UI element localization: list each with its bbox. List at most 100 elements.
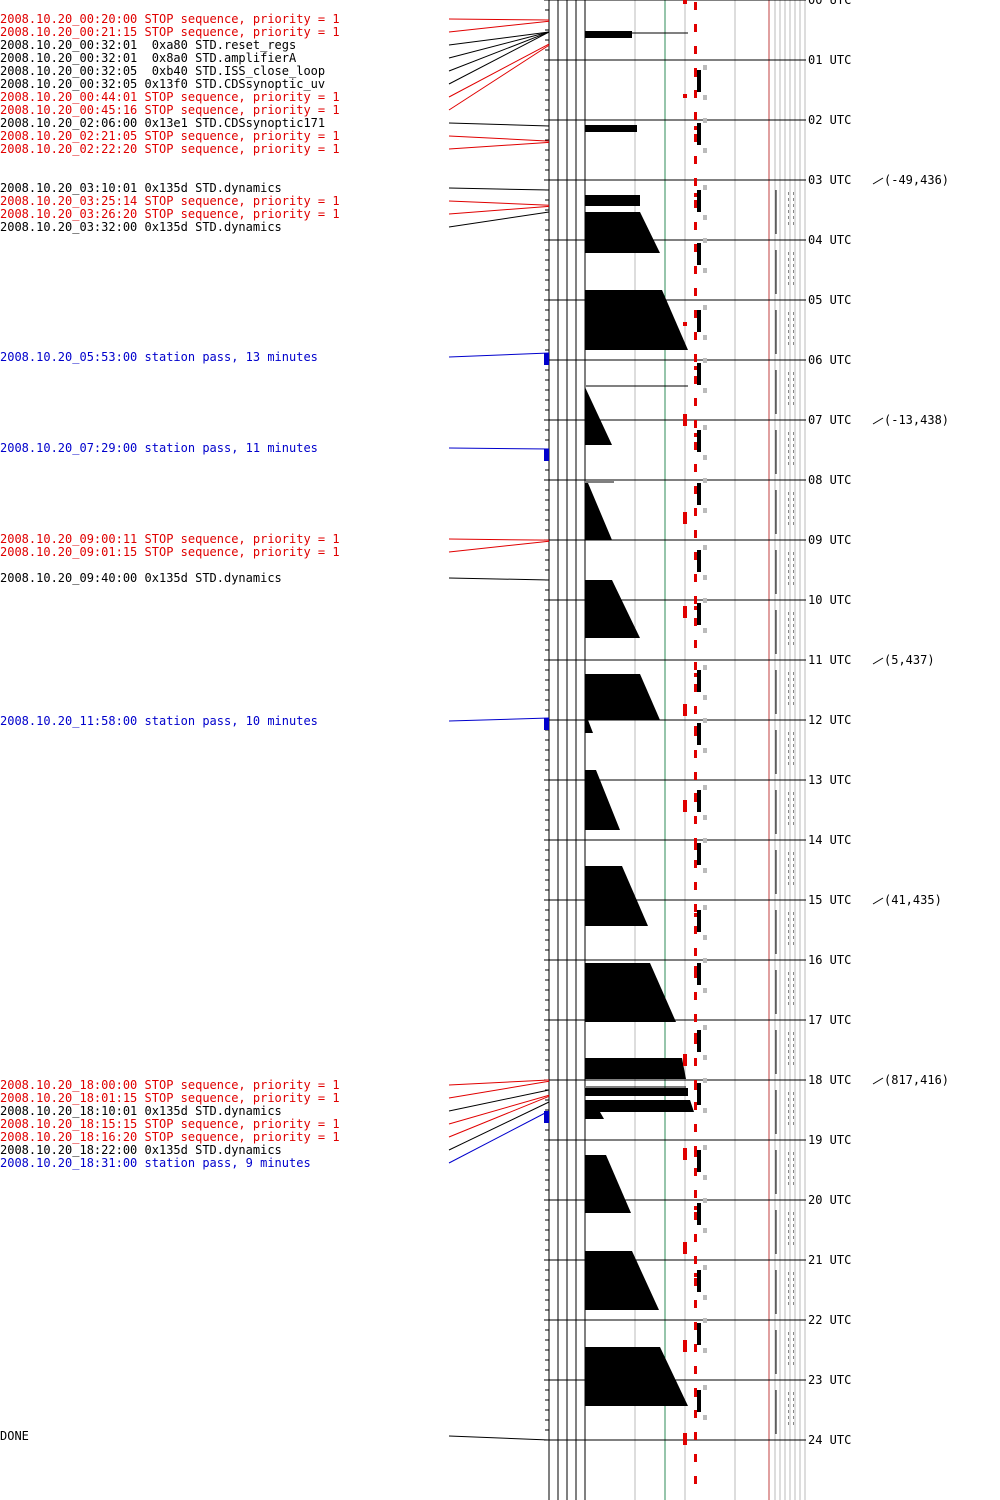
dot-mark — [793, 204, 794, 207]
dot-mark — [793, 1218, 794, 1221]
dot-mark — [788, 798, 789, 801]
hour-marker-red — [694, 553, 697, 557]
dot-mark — [793, 342, 794, 345]
red-marker — [683, 1148, 687, 1160]
dot-mark — [788, 750, 789, 753]
dot-mark — [793, 858, 794, 861]
dot-mark — [788, 1422, 789, 1425]
event-time: 2008.10.20_00:32:05 — [0, 77, 138, 91]
event-connector — [448, 1095, 550, 1138]
event-time: 2008.10.20_00:20:00 — [0, 12, 138, 26]
coordinate-pointer — [872, 897, 884, 905]
red-dash — [694, 1080, 697, 1088]
event-description: 0xa80 STD.reset_regs — [144, 38, 297, 52]
hour-marker-grey — [703, 118, 707, 123]
red-marker — [683, 512, 687, 524]
hour-label: 11 UTC — [808, 653, 852, 667]
dot-mark — [793, 762, 794, 765]
dot-mark — [793, 744, 794, 747]
red-dash — [694, 1454, 697, 1462]
dot-mark — [793, 696, 794, 699]
event-time: 2008.10.20_02:06:00 — [0, 116, 138, 130]
dot-mark — [788, 942, 789, 945]
event-connector — [448, 205, 550, 215]
dot-mark — [793, 612, 794, 615]
event-label: 2008.10.20_03:10:01 0x135d STD.dynamics — [0, 182, 282, 195]
event-time: 2008.10.20_18:22:00 — [0, 1143, 138, 1157]
dot-mark — [788, 1284, 789, 1287]
event-description: STOP sequence, priority = 1 — [144, 129, 340, 143]
dot-mark — [788, 1062, 789, 1065]
dot-mark — [793, 822, 794, 825]
dot-mark — [788, 336, 789, 339]
red-dash — [694, 1212, 697, 1220]
dot-mark — [793, 936, 794, 939]
activity-block — [585, 125, 637, 132]
dot-mark — [793, 864, 794, 867]
red-dash — [694, 530, 697, 538]
red-dash — [694, 970, 697, 978]
dot-mark — [788, 858, 789, 861]
coordinate-pointer — [872, 177, 884, 185]
dot-mark — [788, 1038, 789, 1041]
dot-mark — [788, 972, 789, 975]
dot-mark — [793, 912, 794, 915]
dot-mark — [793, 492, 794, 495]
event-label: 2008.10.20_18:10:01 0x135d STD.dynamics — [0, 1105, 282, 1118]
red-dash — [694, 178, 697, 186]
activity-block — [585, 720, 593, 733]
event-label: 2008.10.20_09:01:15 STOP sequence, prior… — [0, 546, 340, 559]
dot-mark — [793, 1092, 794, 1095]
red-dash — [694, 442, 697, 450]
dot-mark — [788, 1116, 789, 1119]
dot-mark — [793, 210, 794, 213]
red-dash — [694, 112, 697, 120]
hour-marker — [697, 790, 701, 812]
hour-marker-grey — [703, 1265, 707, 1270]
red-dash — [694, 1476, 697, 1484]
red-dash — [694, 90, 697, 98]
red-dash — [694, 596, 697, 604]
dot-mark — [793, 1182, 794, 1185]
dot-mark — [788, 312, 789, 315]
dot-mark — [793, 258, 794, 261]
dot-mark — [788, 684, 789, 687]
coordinate-pointer — [872, 1077, 884, 1085]
event-label: 2008.10.20_07:29:00 station pass, 11 min… — [0, 442, 318, 455]
dot-mark — [788, 192, 789, 195]
dot-mark — [793, 1176, 794, 1179]
event-time: 2008.10.20_09:01:15 — [0, 545, 138, 559]
dot-mark — [793, 570, 794, 573]
dot-mark — [788, 1170, 789, 1173]
hour-marker-grey — [703, 628, 707, 633]
dot-mark — [788, 1410, 789, 1413]
dot-mark — [788, 372, 789, 375]
event-label: 2008.10.20_03:32:00 0x135d STD.dynamics — [0, 221, 282, 234]
dot-mark — [793, 222, 794, 225]
activity-block — [585, 290, 688, 350]
red-marker — [683, 414, 687, 426]
hour-label: 01 UTC — [808, 53, 852, 67]
dot-mark — [788, 1362, 789, 1365]
dot-mark — [788, 1002, 789, 1005]
red-dash — [694, 1168, 697, 1176]
dot-mark — [793, 1284, 794, 1287]
activity-block — [585, 770, 620, 830]
event-time: 2008.10.20_02:22:20 — [0, 142, 138, 156]
event-connector — [448, 538, 550, 541]
dot-mark — [793, 1044, 794, 1047]
hour-marker-grey — [703, 238, 707, 243]
red-dash — [694, 46, 697, 54]
event-connector — [448, 211, 550, 228]
hour-marker-red — [694, 1086, 697, 1090]
hour-label: 10 UTC — [808, 593, 852, 607]
hour-marker-grey — [703, 215, 707, 220]
dot-mark — [788, 864, 789, 867]
hour-marker-grey — [703, 455, 707, 460]
dot-mark — [793, 1272, 794, 1275]
dot-mark — [788, 924, 789, 927]
red-marker — [683, 800, 687, 812]
event-connector — [448, 1079, 550, 1086]
activity-block — [585, 1251, 659, 1310]
red-dash — [694, 1146, 697, 1154]
